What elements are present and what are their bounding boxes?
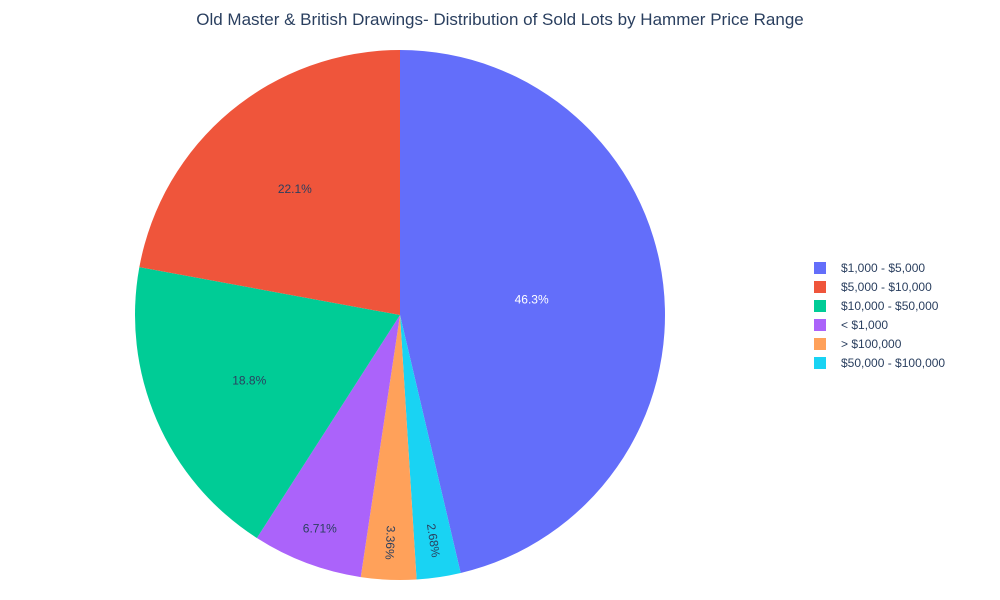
legend-label-1-000-5-000[interactable]: $1,000 - $5,000 — [841, 261, 925, 275]
legend-swatch-50-000-100-000[interactable] — [814, 357, 826, 369]
pie-slices — [134, 50, 665, 580]
legend-swatch-5-000-10-000[interactable] — [814, 281, 826, 293]
pie-slice-50-000-100-000 — [400, 315, 461, 580]
pie-slice-5-000-10-000 — [139, 50, 400, 315]
pie-slice-100-000 — [360, 315, 417, 580]
pie-slice-10-000-50-000 — [134, 267, 400, 539]
legend-label-5-000-10-000[interactable]: $5,000 - $10,000 — [841, 280, 932, 294]
legend-label-1-000[interactable]: < $1,000 — [841, 318, 888, 332]
legend-label-50-000-100-000[interactable]: $50,000 - $100,000 — [841, 356, 945, 370]
legend-swatch-10-000-50-000[interactable] — [814, 300, 826, 312]
chart-legend: $1,000 - $5,000 $5,000 - $10,000 $10,000 -… — [814, 261, 945, 370]
pie-slice-label-5-000-10-000: 22.1% — [278, 182, 312, 196]
pie-slice-label-10-000-50-000: 18.8% — [232, 373, 266, 387]
pie-slice-label-1-000: 6.71% — [303, 521, 337, 535]
legend-label-10-000-50-000[interactable]: $10,000 - $50,000 — [841, 299, 939, 313]
legend-swatch-100-000[interactable] — [814, 338, 826, 350]
chart-title: Old Master & British Drawings- Distribut… — [196, 10, 804, 29]
pie-slice-label-100-000: 3.36% — [382, 525, 397, 560]
pie-slice-labels: 46.3% 2.68% 3.36% 6.71% 18.8% 22.1% — [232, 182, 549, 561]
pie-slice-1-000 — [256, 315, 400, 578]
pie-slice-label-1-000-5-000: 46.3% — [515, 293, 549, 307]
legend-label-100-000[interactable]: > $100,000 — [841, 337, 902, 351]
legend-swatch-1-000-5-000[interactable] — [814, 262, 826, 274]
pie-slice-label-50-000-100-000: 2.68% — [424, 523, 443, 559]
pie-slice-1-000-5-000 — [400, 50, 665, 573]
legend-swatch-1-000[interactable] — [814, 319, 826, 331]
